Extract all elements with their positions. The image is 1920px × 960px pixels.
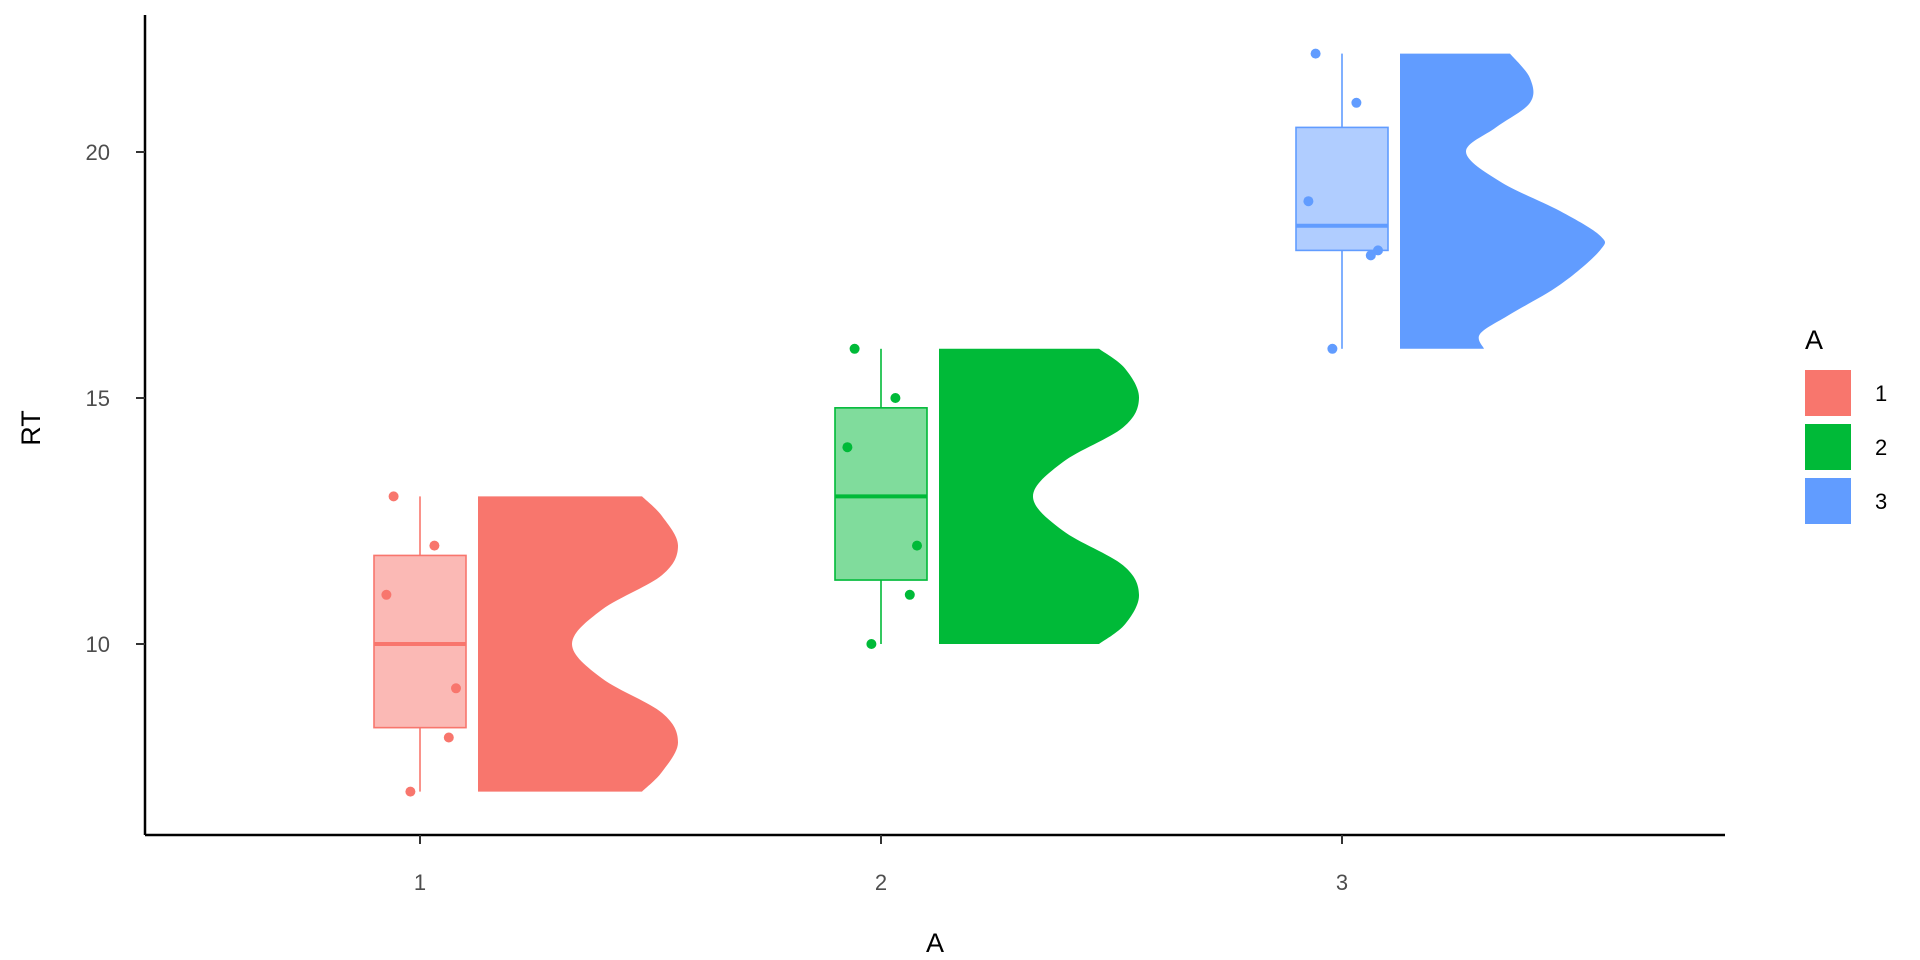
plot-area <box>373 48 1606 797</box>
data-point <box>1351 97 1362 108</box>
x-axis-title: A <box>926 928 944 958</box>
x-tick-label: 2 <box>875 870 887 895</box>
data-point <box>1303 196 1314 207</box>
density-cloud <box>939 348 1140 644</box>
data-point <box>904 589 915 600</box>
data-point <box>866 639 877 649</box>
data-point <box>849 343 860 354</box>
legend-label: 3 <box>1875 489 1887 514</box>
data-point <box>1365 250 1376 261</box>
series-group-2 <box>834 343 1140 649</box>
y-tick-label: 20 <box>86 140 110 165</box>
y-tick-label: 10 <box>86 632 110 657</box>
box-iqr <box>373 554 467 729</box>
legend-title: A <box>1805 325 1823 355</box>
data-point <box>405 786 416 797</box>
legend-label: 1 <box>1875 381 1887 406</box>
box-iqr <box>834 407 928 581</box>
axes: 10 15 20 1 2 3 <box>86 15 1725 895</box>
x-tick-label: 3 <box>1336 870 1348 895</box>
data-point <box>842 442 853 453</box>
density-cloud <box>1400 53 1606 349</box>
data-point <box>1310 48 1321 59</box>
data-point <box>1373 245 1383 256</box>
data-point <box>912 540 922 551</box>
legend-key-3 <box>1805 478 1851 524</box>
legend: A 1 2 3 <box>1805 325 1887 524</box>
data-point <box>443 732 454 743</box>
series-group-1 <box>373 491 678 797</box>
data-point <box>1327 343 1338 354</box>
data-point <box>381 589 392 600</box>
y-tick-label: 15 <box>86 386 110 411</box>
legend-key-2 <box>1805 424 1851 470</box>
data-point <box>451 683 461 694</box>
data-point <box>429 540 440 551</box>
legend-label: 2 <box>1875 435 1887 460</box>
y-axis-title: RT <box>16 410 46 446</box>
box-iqr <box>1295 126 1389 252</box>
density-cloud <box>478 496 678 792</box>
series-group-3 <box>1295 48 1606 354</box>
data-point <box>890 393 901 403</box>
data-point <box>388 491 399 502</box>
legend-key-1 <box>1805 370 1851 416</box>
x-tick-label: 1 <box>414 870 426 895</box>
